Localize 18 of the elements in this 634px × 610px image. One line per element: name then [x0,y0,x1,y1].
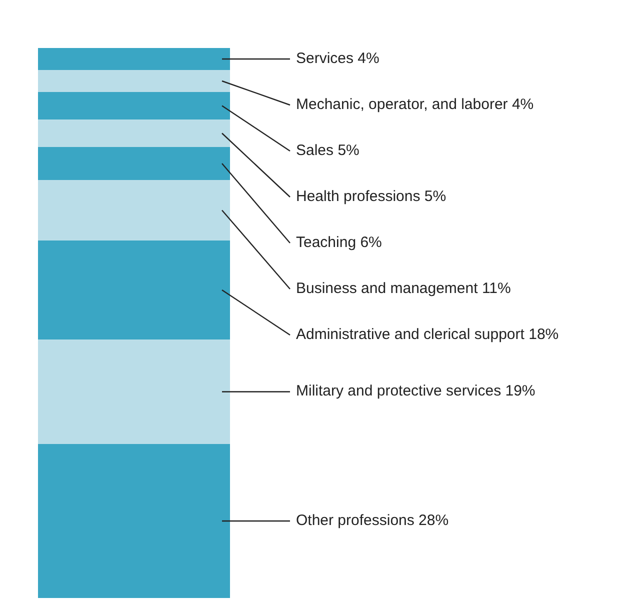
text: Other professions 28% [296,512,449,529]
text: Administrative and clerical support 18% [296,326,559,343]
bar [38,240,230,340]
bar [38,180,230,240]
text: Services 4% [296,50,380,67]
bar [38,444,230,598]
text: Military and protective services 19% [296,382,536,400]
bar [38,92,230,120]
bar [38,340,230,444]
text: Sales 5% [296,142,360,159]
bar [38,147,230,180]
bar [38,120,230,147]
text: Teaching 6% [296,234,382,251]
bar [38,70,230,92]
text: Health professions 5% [296,188,446,205]
bar [38,48,230,70]
text: Mechanic, operator, and laborer 4% [296,96,534,113]
text: Business and management 11% [296,280,511,297]
